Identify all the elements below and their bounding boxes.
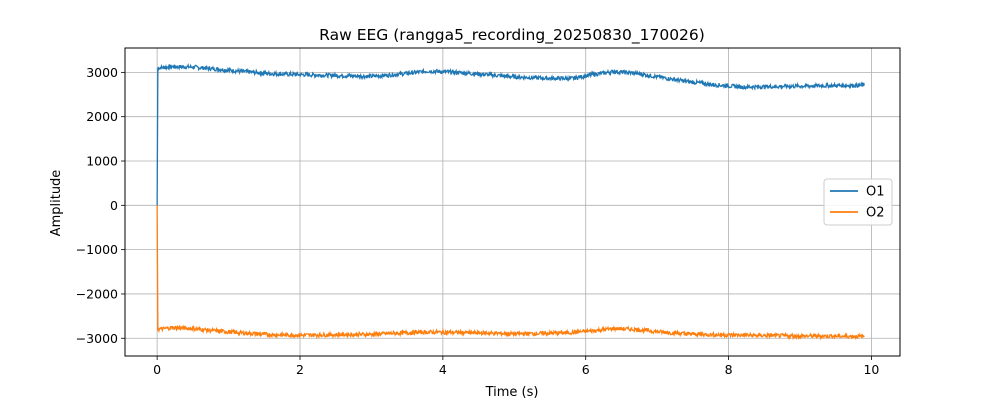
y-tick-label: 0	[110, 198, 118, 213]
x-tick-label: 10	[863, 362, 879, 377]
series-line-o2	[156, 205, 865, 341]
chart-title: Raw EEG (rangga5_recording_20250830_1700…	[319, 26, 705, 45]
series-lines	[156, 62, 865, 341]
y-tick-label: 1000	[86, 154, 118, 169]
y-tick-label: −2000	[76, 286, 118, 301]
plot-area-frame	[124, 47, 901, 357]
y-axis-title: Amplitude	[49, 170, 64, 237]
x-tick-label: 6	[582, 362, 590, 377]
x-tick-label: 2	[296, 362, 304, 377]
y-tick-label: −3000	[76, 331, 118, 346]
x-axis-title: Time (s)	[485, 385, 539, 400]
y-tick-label: 3000	[86, 65, 118, 80]
y-tick-label: 2000	[86, 109, 118, 124]
y-tick-label: −1000	[76, 242, 118, 257]
x-tick-label: 8	[725, 362, 733, 377]
series-line-o1	[156, 62, 865, 206]
legend-label-o2: O2	[866, 206, 885, 221]
x-axis-ticks: 0 2 4 6 8 10	[153, 356, 879, 377]
grid-lines	[125, 48, 900, 356]
x-tick-label: 0	[153, 362, 161, 377]
legend-label-o1: O1	[866, 185, 885, 200]
y-axis-ticks: 3000 2000 1000 0 −1000 −2000 −3000	[76, 65, 125, 346]
x-tick-label: 4	[439, 362, 447, 377]
